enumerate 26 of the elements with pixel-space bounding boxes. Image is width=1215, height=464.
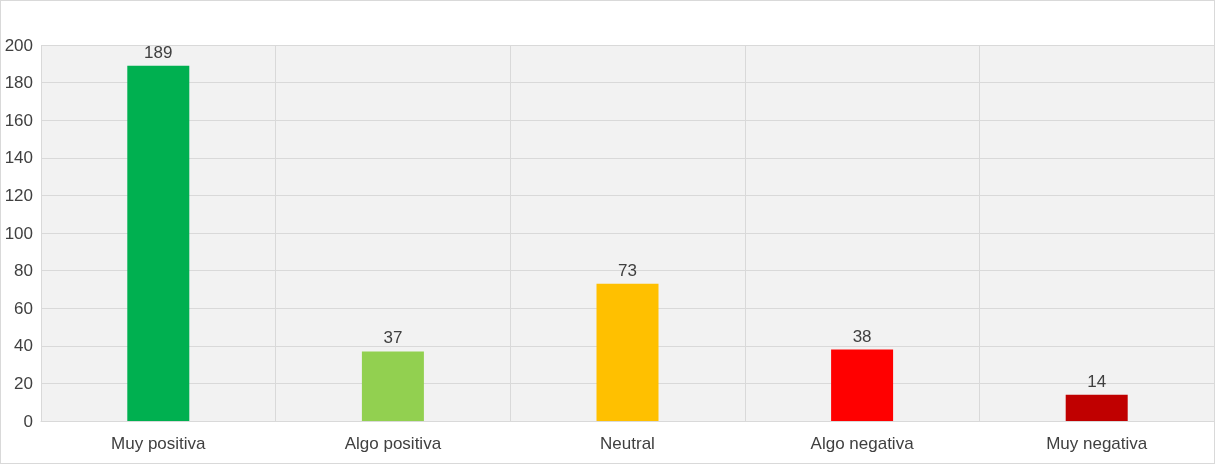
y-tick-label: 120: [4, 185, 33, 205]
bar: [596, 283, 659, 421]
bar: [1065, 394, 1128, 421]
bar: [361, 351, 424, 421]
bar: [831, 349, 894, 421]
data-label: 37: [383, 328, 403, 348]
data-label: 189: [144, 42, 173, 62]
data-label: 38: [852, 326, 872, 346]
data-label: 73: [618, 260, 637, 280]
y-tick-label: 140: [4, 148, 33, 168]
y-tick-label: 80: [14, 261, 33, 281]
bar: [127, 65, 190, 421]
y-tick-label: 0: [23, 411, 33, 431]
y-tick-label: 20: [14, 373, 33, 393]
y-tick-label: 180: [4, 73, 33, 93]
x-tick-label: Muy positiva: [111, 434, 207, 453]
x-tick-label: Algo positiva: [344, 434, 442, 453]
y-tick-label: 160: [4, 110, 33, 130]
y-tick-label: 200: [4, 35, 33, 55]
x-tick-label: Algo negativa: [810, 434, 915, 453]
x-tick-label: Muy negativa: [1046, 434, 1148, 453]
x-tick-label: Neutral: [600, 434, 655, 453]
y-tick-label: 60: [14, 298, 33, 318]
y-tick-label: 40: [14, 336, 33, 356]
y-tick-label: 100: [4, 223, 33, 243]
data-label: 14: [1087, 371, 1107, 391]
